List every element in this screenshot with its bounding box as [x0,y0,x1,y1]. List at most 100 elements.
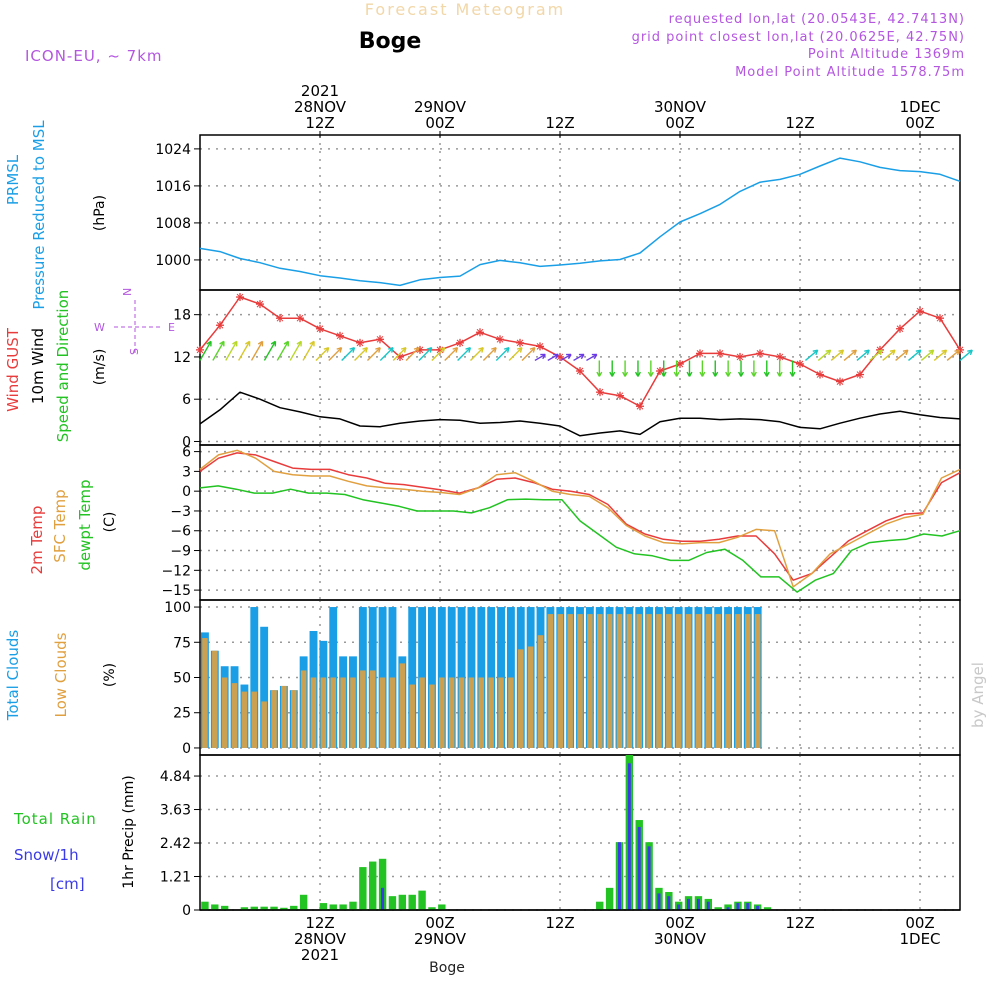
low-cloud-bar [498,678,504,748]
wind-direction-arrow [636,360,641,376]
ytick-label: 0 [182,484,191,500]
low-cloud-bar [370,670,376,748]
arrow-shaft [316,348,329,361]
wind-direction-arrow [597,360,602,376]
rain-bar [418,891,425,910]
panel-2-frame: 630−3−6−9−12−15 [161,445,960,600]
arrow-shaft [277,341,288,360]
low-cloud-bar [271,690,277,748]
low-cloud-bar [518,649,524,748]
wind-direction-arrow [316,348,329,361]
precip-side-labels: Total Rain Snow/1h [cm] 1hr Precip (mm) [13,775,137,893]
gust-marker [516,339,524,347]
rain-bar [339,904,346,910]
gust-marker [736,353,744,361]
pressure-unit: (hPa) [92,195,108,231]
wind-direction-arrow [687,360,692,376]
gust-marker [216,321,224,329]
panel-4-frame: 01.212.423.634.84 [160,755,960,919]
temp-dewpt-line [200,486,960,592]
ytick-label: 6 [182,392,191,408]
rain-bar [359,867,366,910]
arrow-head-2 [916,350,921,351]
low-cloud-bar [617,614,623,748]
low-cloud-bar [488,678,494,748]
total-clouds-label: Total Clouds [4,630,22,722]
arrow-head-2 [954,350,959,351]
low-cloud-bar [646,614,652,748]
bottom-time-label: 29NOV [414,930,467,948]
wind-direction-arrow [483,348,496,361]
top-time-label: 12Z [545,114,574,132]
gust-marker [836,378,844,386]
top-time-label: 12Z [305,114,334,132]
low-cloud-bar [330,678,336,748]
gust-marker [596,388,604,396]
wind-direction-arrow [870,350,882,360]
low-cloud-bar [735,614,741,748]
arrow-head-2 [877,350,882,351]
arrow-head-2 [851,350,856,351]
arrow-head-2 [864,350,869,351]
ytick-label: 75 [173,635,191,651]
wind-direction-arrow [805,350,817,360]
gust-marker [756,349,764,357]
wind-direction-arrow [764,360,769,376]
arrow-shaft [213,341,224,360]
temp-2m-label: 2m Temp [28,506,46,575]
arrow-shaft [921,350,933,360]
rain-bar [596,902,603,910]
snow-bar [638,827,641,910]
bottom-time-label: 1DEC [899,930,940,948]
clouds-side-labels: Total Clouds Low Clouds (%) [4,630,118,722]
gust-marker [576,367,584,375]
low-cloud-bar [607,614,613,748]
ytick-label: 50 [173,671,191,687]
gust-marker [336,332,344,340]
compass-rose: N S W E [94,288,175,355]
arrow-shaft [367,348,380,361]
arrow-shaft [883,350,895,360]
panel-border [200,445,960,600]
temp-sfc-label: SFC Temp [51,489,69,562]
low-cloud-bar [676,614,682,748]
model-label: ICON-EU, ~ 7km [25,47,163,65]
footer-location: Boge [429,960,465,976]
wind-direction-arrow [700,360,705,376]
panel-border [200,755,960,910]
top-time-label: 00Z [905,114,934,132]
wind-direction-arrow [883,350,895,360]
arrow-shaft [342,348,355,361]
arrow-shaft [818,350,830,360]
bottom-time-label: 2021 [301,946,339,964]
low-cloud-bar [577,614,583,748]
gust-marker [196,346,204,354]
snow-bar [736,903,739,910]
gust-marker [256,300,264,308]
precip-unit: 1hr Precip (mm) [121,775,137,888]
arrow-head-2 [890,350,895,351]
low-cloud-bar [627,614,633,748]
low-cloud-bar [656,614,662,748]
low-cloud-bar [212,651,218,748]
low-cloud-bar [538,635,544,748]
ytick-label: 3.63 [160,803,191,819]
header-location: Boge [359,29,422,54]
arrow-shaft [509,348,522,361]
temp-dewpt-label: dewpt Temp [76,479,94,570]
low-cloud-bar [340,678,346,748]
total-rain-label: Total Rain [13,810,97,828]
wind-direction-arrow [496,348,509,361]
arrow-shaft [870,350,882,360]
low-cloud-bar [321,678,327,748]
rain-bar [330,904,337,910]
arrow-shaft [329,348,342,361]
low-cloud-bar [390,678,396,748]
wind-10m-label: 10m Wind [29,328,47,404]
wind-direction-arrow [648,360,653,376]
bottom-time-label: 12Z [545,914,574,932]
snow-unit-label: [cm] [50,875,85,893]
low-cloud-bar [232,683,238,748]
ytick-label: 1000 [155,253,191,269]
